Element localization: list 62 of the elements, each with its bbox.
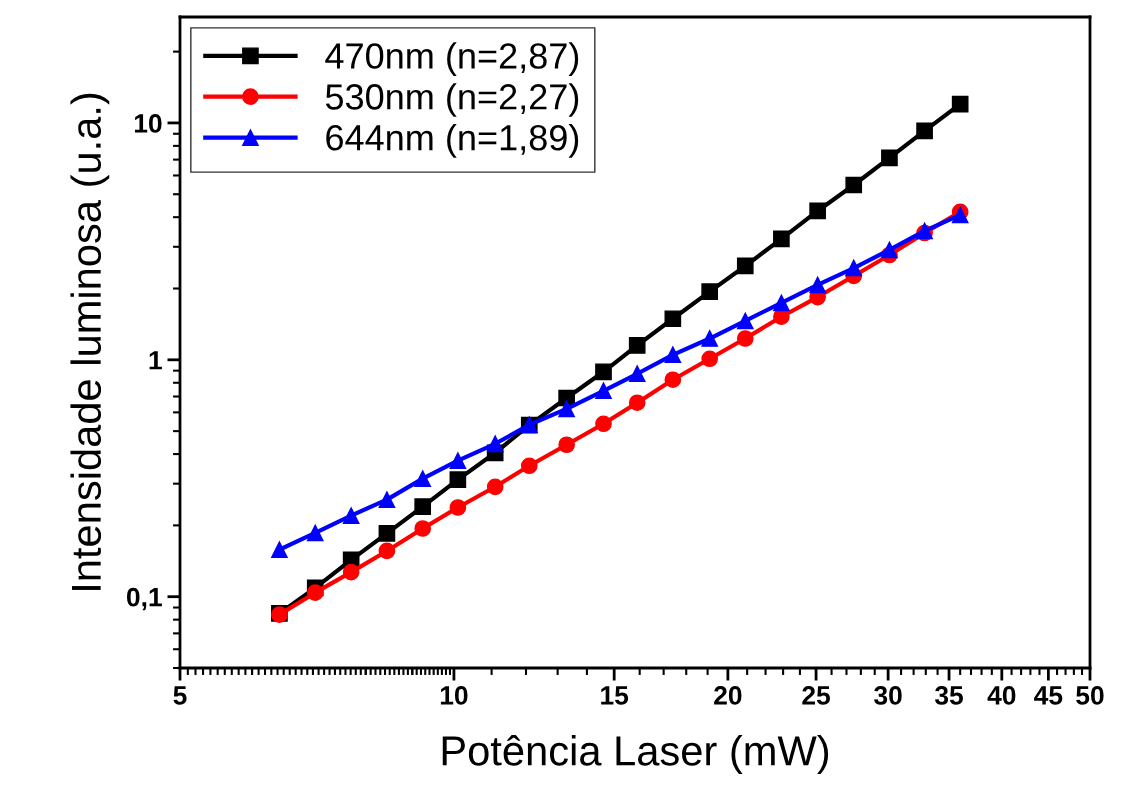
x-tick-label: 15	[601, 686, 629, 705]
point	[628, 394, 646, 412]
x-axis-title: Potência Laser (mW)	[442, 734, 829, 774]
point	[809, 276, 826, 294]
y-axis-title: Intensidade luminosa (u.a.)	[70, 93, 110, 590]
point	[414, 498, 432, 515]
point	[736, 330, 754, 347]
x-tick-label: 50	[1076, 686, 1104, 705]
point	[378, 542, 396, 560]
point	[595, 415, 612, 433]
point	[306, 524, 324, 542]
legend-label: 530nm (n=2,27)	[325, 83, 579, 117]
point	[628, 365, 646, 383]
x-tick-label: 5	[173, 686, 187, 705]
point	[449, 452, 467, 470]
x-tick-label: 10	[440, 686, 468, 705]
point	[378, 525, 396, 542]
point	[664, 346, 682, 364]
point	[809, 202, 826, 220]
point	[595, 363, 612, 381]
point	[664, 310, 682, 328]
x-tick-label: 20	[714, 686, 742, 705]
point	[664, 371, 682, 389]
point	[520, 457, 538, 475]
point	[414, 520, 432, 537]
y-tick-label: 0,1	[127, 587, 162, 611]
x-tick-label: 30	[874, 686, 902, 705]
point	[845, 176, 863, 194]
point	[378, 491, 396, 508]
point	[414, 470, 432, 487]
point	[916, 122, 933, 140]
point	[595, 382, 612, 400]
point	[449, 471, 467, 488]
point	[271, 541, 288, 558]
point	[881, 149, 898, 167]
point	[342, 563, 360, 581]
point	[306, 584, 324, 601]
legend-label: 470nm (n=2,87)	[325, 42, 579, 76]
point	[449, 499, 467, 516]
point	[558, 400, 575, 418]
x-tick-label: 45	[1034, 686, 1063, 705]
point	[773, 230, 790, 248]
point	[701, 350, 719, 368]
x-tick-label: 25	[802, 686, 831, 705]
point	[486, 435, 504, 453]
y-tick-label: 10	[134, 114, 162, 133]
point	[845, 259, 863, 277]
point	[773, 294, 790, 312]
point	[701, 330, 719, 347]
point	[486, 478, 504, 496]
point	[342, 507, 360, 524]
point	[558, 436, 575, 454]
point	[736, 257, 754, 275]
x-tick-label: 35	[934, 686, 963, 705]
point	[628, 337, 646, 354]
point	[881, 241, 898, 259]
x-tick-label: 40	[987, 686, 1016, 705]
legend-label: 644nm (n=1,89)	[326, 124, 579, 158]
point	[701, 283, 719, 300]
point	[951, 95, 969, 113]
y-tick-label: 1	[149, 351, 162, 370]
point	[736, 312, 754, 330]
